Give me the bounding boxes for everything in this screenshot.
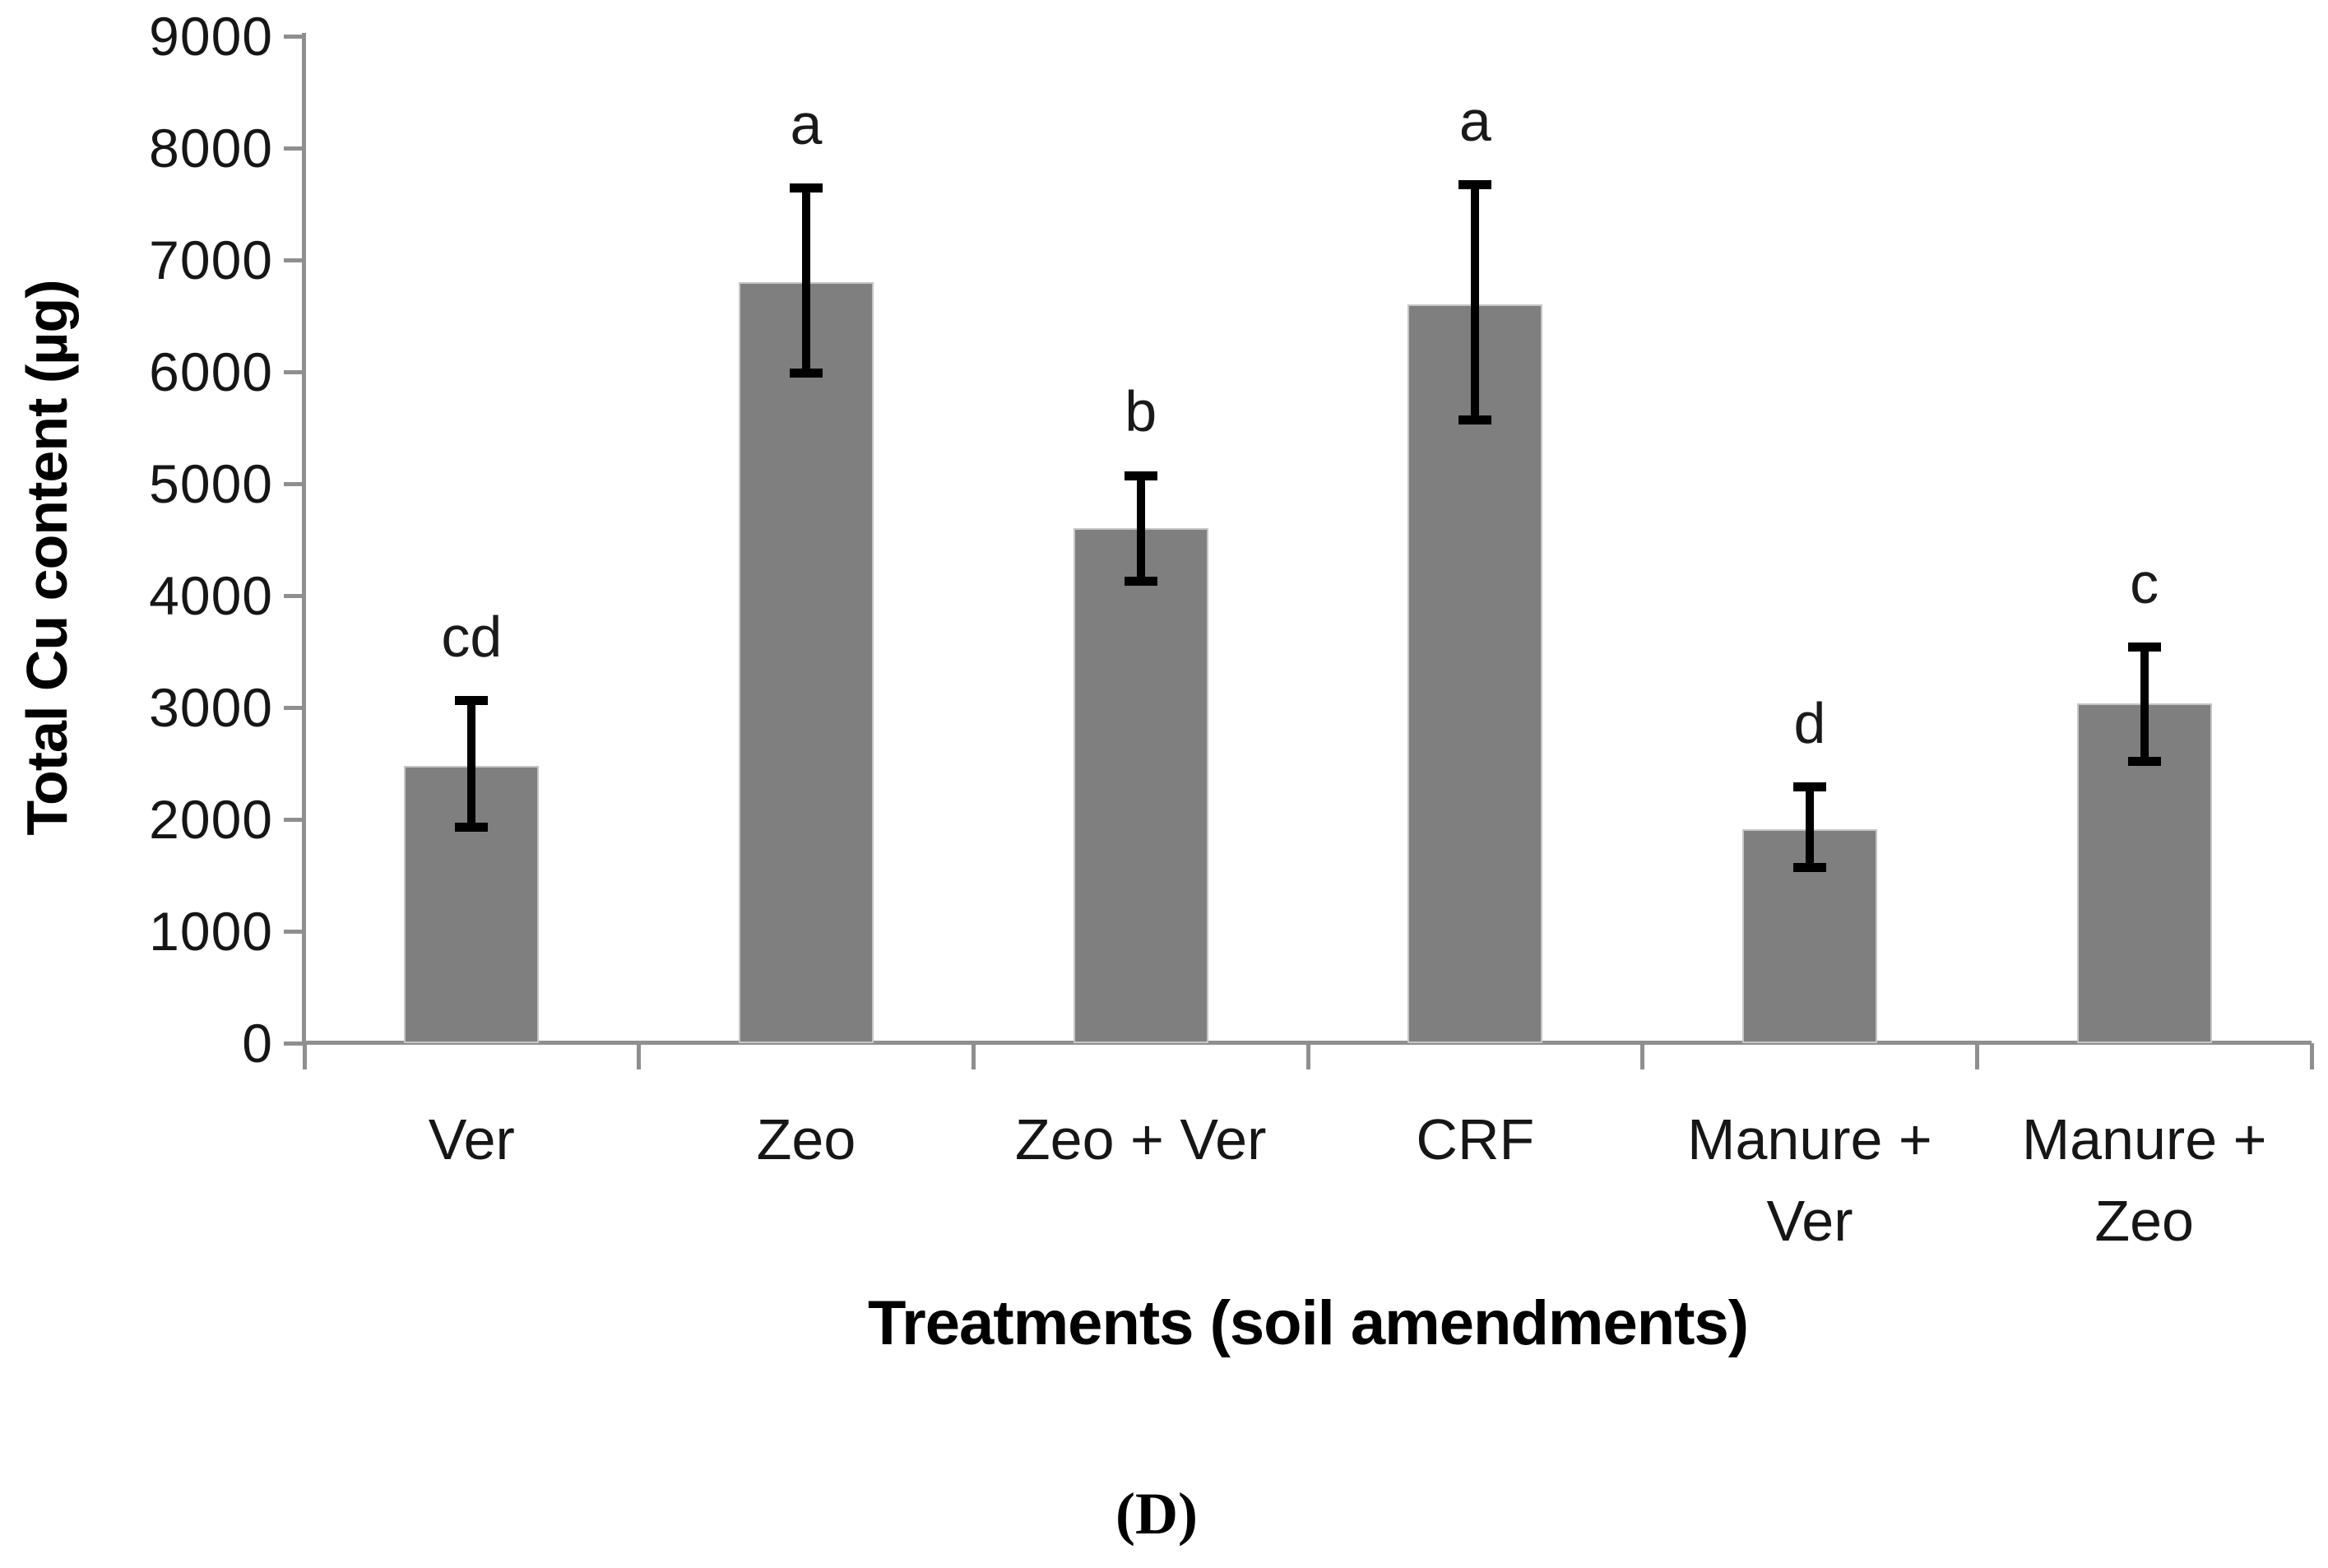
x-tick: [1974, 1043, 1979, 1069]
y-tick: [284, 817, 304, 822]
error-bar-cap: [790, 183, 823, 193]
error-bar-cap: [2127, 643, 2161, 652]
x-category-label: Zeo: [756, 1107, 856, 1171]
error-bar-cap: [1124, 576, 1157, 586]
y-tick-label: 9000: [149, 6, 273, 67]
x-tick: [2309, 1043, 2314, 1069]
bar: [1073, 528, 1208, 1043]
error-bar: [1806, 786, 1814, 868]
x-tick: [1305, 1043, 1310, 1069]
sig-letter: cd: [441, 604, 503, 669]
y-axis-line: [302, 33, 306, 1046]
error-bar-cap: [790, 368, 823, 378]
y-tick: [284, 1041, 304, 1046]
y-tick-label: 8000: [149, 118, 273, 179]
y-tick-label: 4000: [149, 565, 273, 626]
x-category-label: Zeo + Ver: [1014, 1107, 1267, 1171]
y-tick: [284, 481, 304, 486]
error-bar-cap: [1793, 782, 1826, 792]
x-category-label: Ver: [428, 1107, 515, 1171]
error-bar: [802, 188, 810, 373]
sig-letter: a: [1458, 88, 1491, 153]
y-tick: [284, 369, 304, 374]
y-tick-label: 0: [242, 1013, 273, 1074]
x-axis-line: [304, 1041, 2312, 1045]
error-bar-cap: [455, 823, 489, 833]
y-tick-label: 5000: [149, 453, 273, 514]
x-tick: [302, 1043, 307, 1069]
sig-letter: a: [790, 91, 823, 156]
y-tick-label: 2000: [149, 789, 273, 850]
y-tick-label: 6000: [149, 341, 273, 402]
bar: [739, 282, 874, 1043]
y-tick-label: 1000: [149, 901, 273, 962]
x-tick: [637, 1043, 642, 1069]
x-category-label: CRF: [1416, 1107, 1535, 1171]
y-axis-title: Total Cu content (µg): [15, 280, 79, 836]
error-bar: [1471, 184, 1480, 420]
y-tick: [284, 257, 304, 262]
y-tick: [284, 929, 304, 934]
error-bar-cap: [1458, 415, 1492, 424]
sig-letter: d: [1793, 690, 1826, 755]
error-bar-cap: [1793, 862, 1826, 872]
x-category-label: Manure + Ver: [1687, 1107, 1932, 1253]
x-tick: [1640, 1043, 1645, 1069]
error-bar-cap: [1124, 471, 1157, 480]
error-bar: [1136, 476, 1145, 582]
error-bar-cap: [2127, 756, 2161, 766]
y-tick-label: 3000: [149, 677, 273, 738]
y-tick: [284, 705, 304, 710]
y-tick: [284, 146, 304, 151]
x-category-label: Manure + Zeo: [2021, 1107, 2267, 1253]
y-tick-label: 7000: [149, 230, 273, 290]
sig-letter: b: [1125, 379, 1157, 444]
error-bar-cap: [455, 696, 489, 706]
bar: [1407, 304, 1543, 1043]
error-bar: [467, 700, 476, 828]
figure-caption: (D): [1115, 1481, 1198, 1547]
error-bar-cap: [1458, 180, 1492, 190]
error-bar: [2140, 647, 2149, 762]
y-tick: [284, 34, 304, 39]
sig-letter: c: [2130, 550, 2159, 615]
x-axis-title: Treatments (soil amendments): [867, 1288, 1749, 1358]
x-tick: [971, 1043, 976, 1069]
y-tick: [284, 593, 304, 598]
